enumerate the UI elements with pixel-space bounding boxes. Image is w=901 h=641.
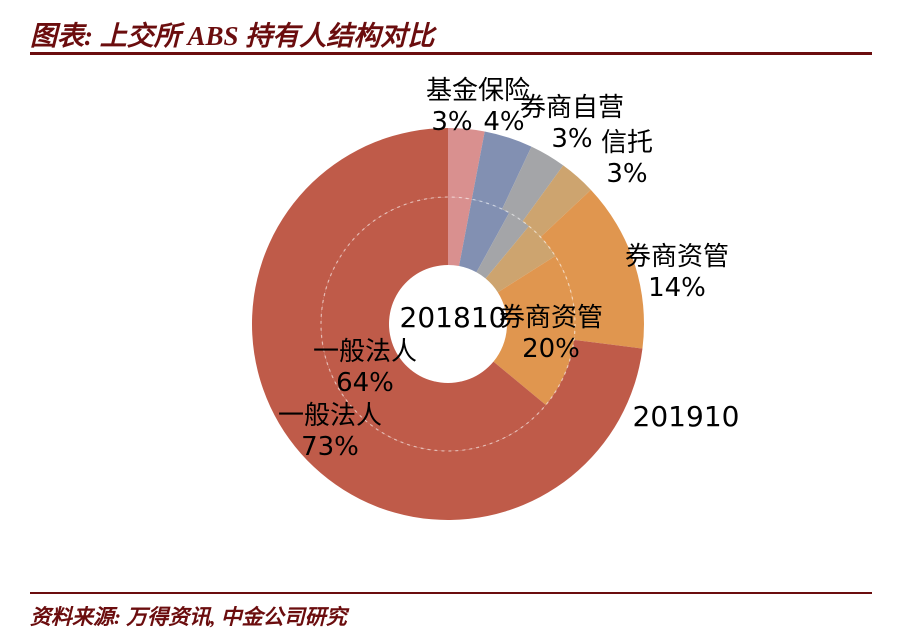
label-insurance: 保险 4% — [478, 76, 530, 138]
label-fund-name: 基金 — [425, 76, 479, 106]
label-trust-value: 3% — [606, 159, 648, 189]
label-trust: 信托 3% — [601, 128, 653, 190]
wedge-201810-信托 — [485, 226, 556, 293]
wedge-201910-基金 — [448, 128, 485, 200]
label-legal-person-inner-value: 64% — [336, 368, 394, 398]
label-insurance-value: 4% — [483, 107, 525, 137]
label-legal-person-outer: 一般法人 73% — [278, 401, 382, 463]
wedge-201810-券商自营 — [476, 212, 529, 279]
wedge-201910-保险 — [471, 131, 532, 210]
label-fund: 基金 3% — [426, 76, 478, 138]
wedge-201810-保险 — [459, 199, 510, 273]
wedge-201910-券商资管 — [540, 189, 644, 349]
label-asset-mgmt-inner-value: 20% — [522, 334, 580, 364]
wedge-201910-一般法人 — [251, 128, 643, 520]
wedge-201810-券商资管 — [493, 255, 576, 405]
label-inner-series: 201810 — [400, 302, 507, 333]
label-legal-person-outer-value: 73% — [301, 432, 359, 462]
donut-svg — [251, 128, 644, 520]
wedge-201810-一般法人 — [321, 197, 546, 451]
label-asset-mgmt-inner-name: 券商资管 — [498, 303, 604, 333]
label-asset-mgmt-inner: 券商资管 20% — [499, 303, 603, 365]
label-asset-mgmt-outer-value: 14% — [648, 273, 706, 303]
wedge-201810-基金 — [448, 197, 472, 267]
label-outer-series-text: 201910 — [632, 400, 740, 433]
label-asset-mgmt-outer-name: 券商资管 — [624, 242, 730, 272]
label-broker-prop: 券商自营 3% — [520, 93, 624, 155]
figure-title: 图表: 上交所 ABS 持有人结构对比 — [30, 21, 435, 51]
label-outer-series: 201910 — [633, 401, 740, 432]
source-note: 资料来源: 万得资讯, 中金公司研究 — [30, 605, 347, 629]
title-underline — [30, 52, 872, 55]
label-fund-value: 3% — [431, 107, 473, 137]
label-broker-prop-name: 券商自营 — [519, 93, 625, 123]
label-legal-person-inner-name: 一般法人 — [312, 337, 418, 367]
footer-rule — [30, 592, 872, 594]
label-legal-person-outer-name: 一般法人 — [277, 401, 383, 431]
ring-separator-circle — [320, 196, 576, 452]
wedge-201910-券商自营 — [502, 146, 564, 222]
label-trust-name: 信托 — [600, 128, 654, 158]
label-inner-series-text: 201810 — [399, 301, 507, 334]
donut-chart: 基金 3% 保险 4% 券商自营 3% 信托 3% 券商资管 14% 券商资管 … — [0, 56, 901, 586]
label-asset-mgmt-outer: 券商资管 14% — [625, 242, 729, 304]
label-broker-prop-value: 3% — [551, 124, 593, 154]
label-insurance-name: 保险 — [477, 76, 531, 106]
label-legal-person-inner: 一般法人 64% — [313, 337, 417, 399]
wedge-201910-信托 — [522, 165, 591, 238]
